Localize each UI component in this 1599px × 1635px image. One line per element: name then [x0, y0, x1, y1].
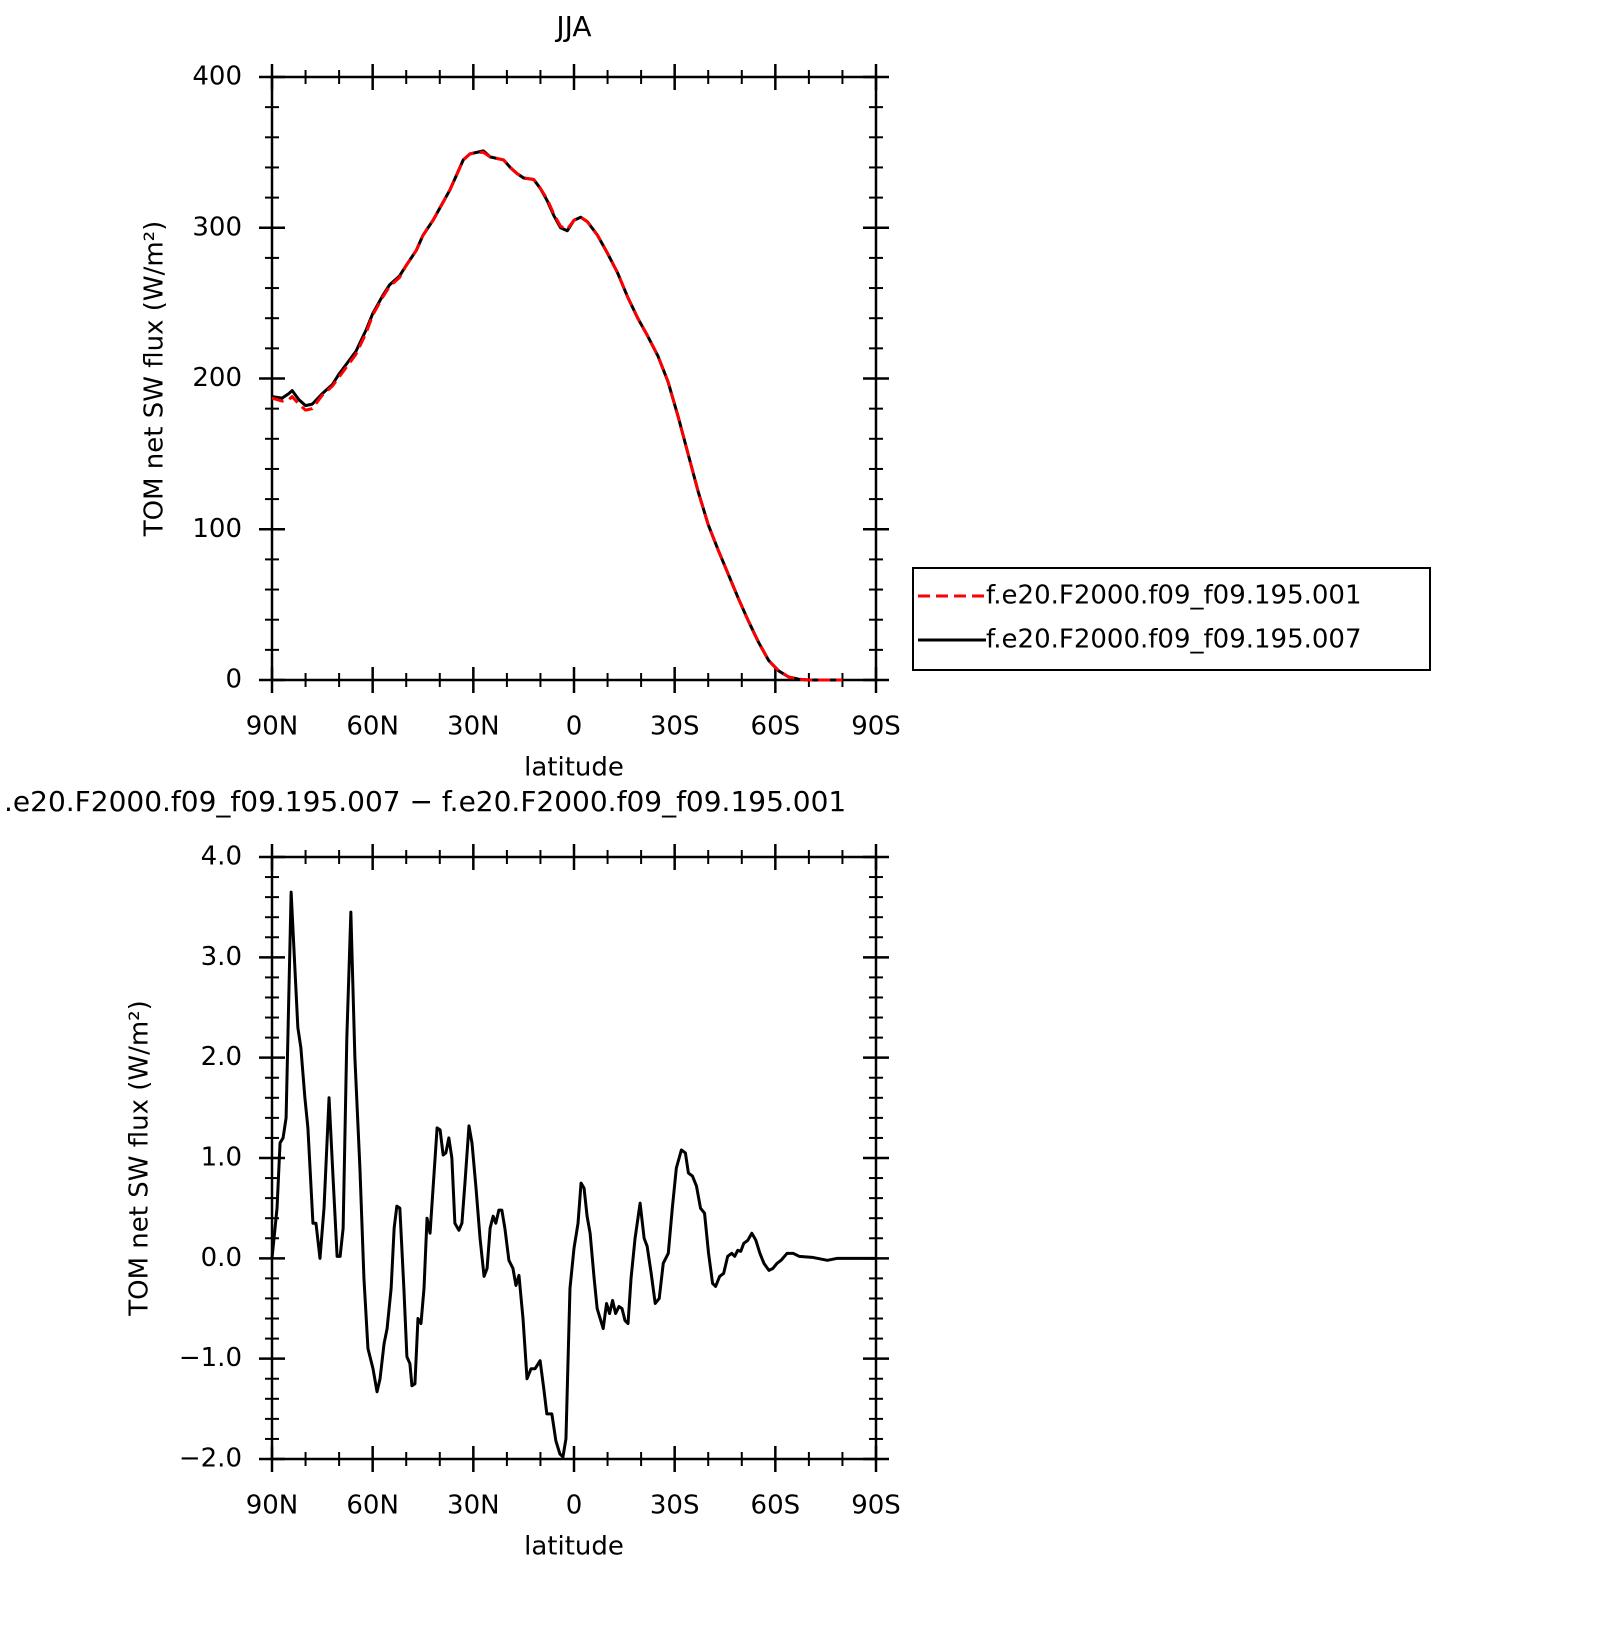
y-tick-label: 1.0	[201, 1143, 242, 1173]
x-tick-label: 30N	[447, 712, 500, 742]
x-tick-label: 90S	[851, 1491, 901, 1521]
data-line	[271, 150, 843, 682]
x-tick-label: 90N	[246, 712, 299, 742]
plot-frame	[270, 855, 878, 1461]
x-axis-label: latitude	[524, 1532, 624, 1562]
x-tick-label: 90S	[851, 712, 901, 742]
y-tick-label: −1.0	[179, 1343, 242, 1373]
y-tick-label: 2.0	[201, 1042, 242, 1072]
y-axis-label: TOM net SW flux (W/m²)	[140, 221, 170, 537]
plot-frame	[270, 75, 878, 682]
x-tick-label: 30S	[650, 712, 700, 742]
y-tick-label: 0.0	[201, 1243, 242, 1273]
y-axis-label: TOM net SW flux (W/m²)	[125, 1000, 155, 1316]
y-tick-label: 400	[192, 62, 242, 92]
y-tick-label: 100	[192, 514, 242, 544]
x-tick-label: 90N	[246, 1491, 299, 1521]
data-line	[271, 149, 843, 682]
chart-title: JJA	[554, 10, 591, 43]
x-tick-label: 0	[566, 712, 583, 742]
y-tick-label: 200	[192, 363, 242, 393]
legend-label: f.e20.F2000.f09_f09.195.001	[986, 581, 1362, 611]
x-tick-label: 0	[566, 1491, 583, 1521]
x-tick-label: 30N	[447, 1491, 500, 1521]
x-tick-label: 60S	[751, 712, 801, 742]
x-axis-label: latitude	[524, 753, 624, 783]
y-tick-label: 300	[192, 212, 242, 242]
data-line	[270, 890, 876, 1459]
x-tick-label: 60S	[751, 1491, 801, 1521]
x-tick-label: 60N	[346, 712, 399, 742]
y-tick-label: 3.0	[201, 942, 242, 972]
y-tick-label: −2.0	[179, 1444, 242, 1474]
y-tick-label: 0	[225, 665, 242, 695]
y-tick-label: 4.0	[201, 842, 242, 872]
legend-label: f.e20.F2000.f09_f09.195.007	[986, 625, 1362, 655]
x-tick-label: 30S	[650, 1491, 700, 1521]
chart-title: .e20.F2000.f09_f09.195.007 − f.e20.F2000…	[4, 785, 846, 818]
legend-box	[912, 567, 1431, 671]
x-tick-label: 60N	[346, 1491, 399, 1521]
